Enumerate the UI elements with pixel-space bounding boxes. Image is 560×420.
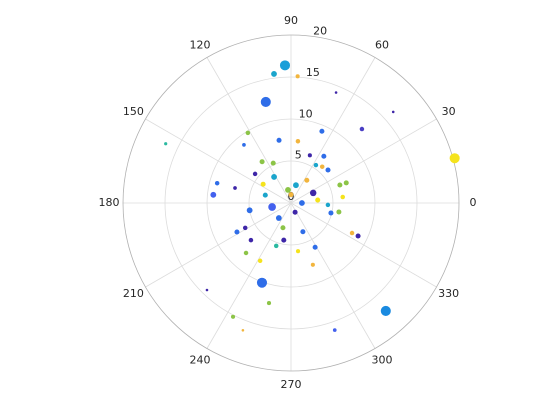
- point: [234, 229, 240, 235]
- point: [307, 153, 312, 158]
- point: [271, 71, 277, 77]
- theta-tick-label: 270: [281, 378, 302, 391]
- point: [328, 210, 334, 216]
- point: [266, 301, 272, 306]
- theta-tick-label: 300: [372, 354, 393, 367]
- point: [299, 200, 305, 206]
- point: [332, 328, 337, 332]
- point: [233, 186, 237, 190]
- point: [242, 143, 246, 147]
- point: [380, 305, 391, 316]
- r-grid-circle: [164, 76, 418, 330]
- theta-tick-label: 180: [99, 196, 120, 209]
- point: [325, 167, 331, 173]
- theta-tick-label: 0: [470, 196, 477, 209]
- point: [214, 180, 220, 186]
- point: [295, 249, 301, 254]
- point: [241, 328, 245, 332]
- point: [349, 230, 355, 236]
- r-tick-label: 15: [306, 66, 320, 79]
- point: [295, 138, 301, 144]
- point: [293, 182, 299, 189]
- point: [334, 91, 338, 94]
- point: [310, 262, 315, 267]
- point: [271, 174, 277, 180]
- point: [295, 74, 300, 79]
- point: [340, 194, 345, 200]
- point: [337, 182, 343, 188]
- point: [315, 197, 321, 203]
- point: [325, 202, 331, 208]
- theta-tick-label: 30: [442, 105, 456, 118]
- point: [205, 288, 209, 292]
- point: [275, 215, 282, 221]
- point: [164, 142, 168, 146]
- outer-ring: [122, 34, 460, 372]
- theta-tick-label: 120: [190, 38, 211, 51]
- point: [260, 96, 271, 107]
- r-tick-label: 5: [295, 149, 302, 162]
- point: [312, 244, 318, 250]
- point: [343, 180, 349, 186]
- point: [313, 162, 319, 168]
- point: [273, 243, 279, 249]
- r-tick-label: 20: [313, 25, 327, 38]
- point: [336, 209, 342, 215]
- point: [288, 192, 294, 198]
- theta-tick-label: 330: [438, 287, 459, 300]
- point: [285, 186, 291, 193]
- point: [246, 207, 253, 214]
- point: [262, 192, 268, 198]
- point: [242, 225, 248, 231]
- point: [276, 137, 282, 143]
- theta-tick-label: 60: [375, 38, 389, 51]
- r-grid-circle: [206, 118, 376, 288]
- r-grid-circle: [248, 160, 334, 246]
- point: [230, 314, 236, 319]
- point: [257, 258, 263, 264]
- point: [210, 191, 217, 198]
- point: [268, 203, 276, 211]
- point: [256, 277, 268, 288]
- r-tick-label: 10: [299, 107, 313, 120]
- point: [248, 237, 254, 243]
- point: [270, 160, 276, 166]
- point: [259, 159, 265, 165]
- point: [292, 209, 298, 215]
- point: [319, 128, 325, 134]
- point: [300, 229, 306, 235]
- point: [252, 171, 258, 177]
- point: [279, 60, 291, 71]
- point: [243, 250, 249, 256]
- point: [245, 130, 251, 136]
- point: [449, 153, 460, 164]
- point: [281, 237, 287, 243]
- point: [359, 126, 365, 132]
- theta-tick-label: 90: [284, 14, 298, 27]
- point: [319, 164, 325, 169]
- point: [309, 189, 317, 197]
- point: [280, 225, 286, 231]
- theta-tick-label: 210: [123, 287, 144, 300]
- theta-tick-label: 240: [190, 354, 211, 367]
- point: [321, 153, 327, 159]
- point: [304, 177, 310, 183]
- point: [355, 233, 361, 239]
- point: [391, 110, 395, 114]
- point: [260, 181, 266, 187]
- theta-tick-label: 150: [123, 105, 144, 118]
